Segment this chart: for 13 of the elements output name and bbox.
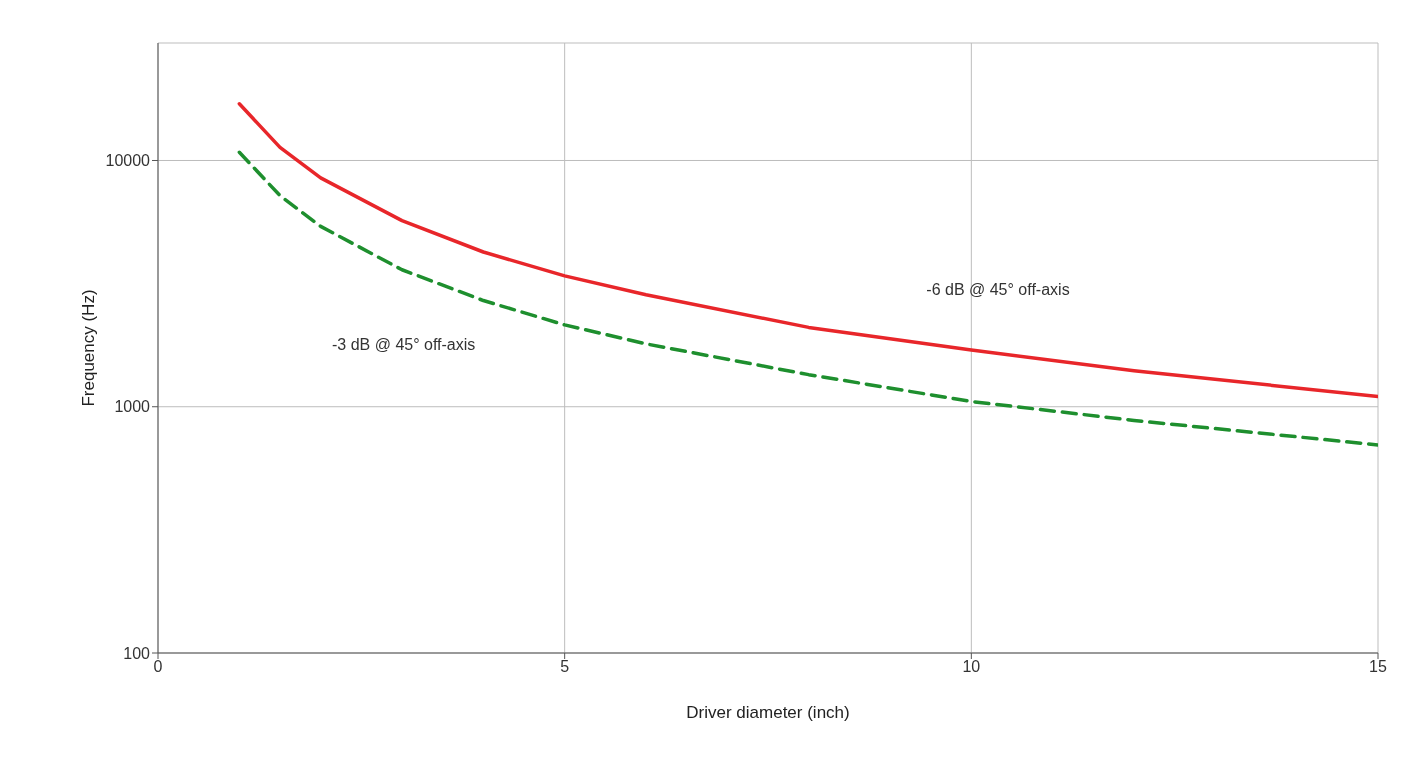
line-series	[237, 150, 1378, 447]
x-tick-label: 10	[962, 658, 981, 676]
text: -6 dB @ 45° off-axis	[926, 281, 1070, 298]
x-tick-label: 5	[560, 658, 570, 676]
y-tick-label: 10000	[105, 152, 151, 170]
x-axis-title: Driver diameter (inch)	[686, 703, 850, 722]
text: -3 dB @ 45° off-axis	[332, 335, 476, 353]
x-tick-label: 15	[1369, 658, 1387, 676]
y-axis-title: Frequency (Hz)	[79, 289, 99, 407]
y-tick-label: 100	[123, 644, 151, 662]
line-series	[237, 101, 1378, 399]
x-tick-label: 0	[153, 658, 163, 676]
y-tick-label: 1000	[114, 398, 151, 416]
